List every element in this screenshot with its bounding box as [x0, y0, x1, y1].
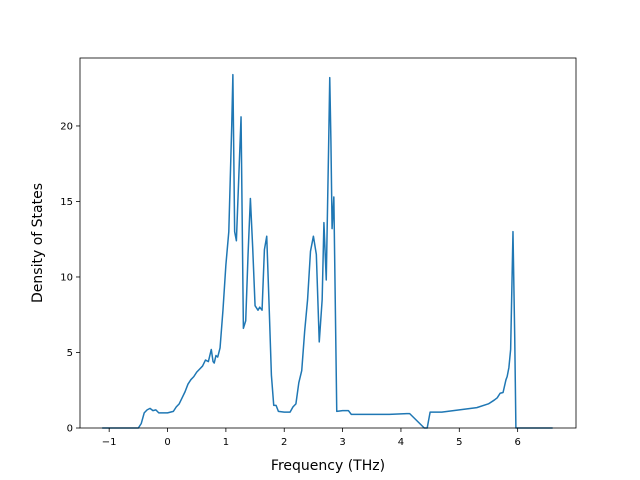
y-tick-label: 20: [60, 121, 73, 132]
y-tick-label: 0: [67, 424, 73, 435]
x-tick-label: 2: [281, 437, 287, 448]
x-tick-label: 0: [164, 437, 170, 448]
plot-frame: [79, 57, 577, 429]
y-tick-label: 5: [67, 348, 73, 359]
ticks: −1 0 1 2 3 4 5 6 0 5 10 15 20: [60, 121, 521, 448]
x-tick-label: 6: [514, 437, 520, 448]
x-axis-label: Frequency (THz): [271, 458, 385, 474]
y-tick-label: 10: [60, 272, 73, 283]
x-tick-label: 3: [339, 437, 345, 448]
series-line-0: [102, 73, 553, 429]
x-tick-label: 5: [456, 437, 462, 448]
y-tick-label: 15: [60, 197, 73, 208]
x-tick-label: 4: [398, 437, 404, 448]
plot-area: [102, 73, 553, 429]
x-tick-label: −1: [102, 437, 117, 448]
x-tick-label: 1: [223, 437, 229, 448]
y-axis-label: Density of States: [30, 183, 46, 303]
